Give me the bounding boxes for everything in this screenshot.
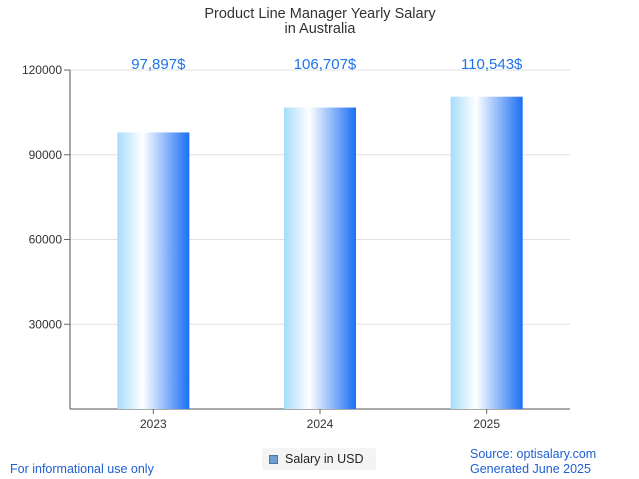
bar-2025 xyxy=(450,96,523,409)
chart-title-line-1: Product Line Manager Yearly Salary xyxy=(204,6,436,22)
chart-legend: Salary in USD xyxy=(262,448,376,470)
data-label-2024: 106,707$ xyxy=(294,56,357,73)
y-tick-label: 30000 xyxy=(29,317,63,331)
y-tick-label: 120000 xyxy=(22,63,62,77)
disclaimer-text: For informational use only xyxy=(10,462,154,476)
x-tick-label: 2023 xyxy=(140,417,167,431)
chart-title-line-2: in Australia xyxy=(285,21,357,37)
bar-2023 xyxy=(117,132,190,409)
x-tick-label: 2025 xyxy=(473,417,500,431)
generated-text: Generated June 2025 xyxy=(470,462,591,476)
source-text: Source: optisalary.com xyxy=(470,447,597,461)
data-label-2025: 110,543$ xyxy=(461,56,523,73)
y-tick-label: 90000 xyxy=(29,148,63,162)
legend-label: Salary in USD xyxy=(285,452,364,466)
y-tick-label: 60000 xyxy=(29,233,63,247)
source-note: Source: optisalary.com Generated June 20… xyxy=(470,447,596,477)
legend-swatch xyxy=(269,454,278,464)
data-label-2023: 97,897$ xyxy=(131,56,186,73)
x-tick-label: 2024 xyxy=(307,417,334,431)
bar-2024 xyxy=(284,107,356,409)
